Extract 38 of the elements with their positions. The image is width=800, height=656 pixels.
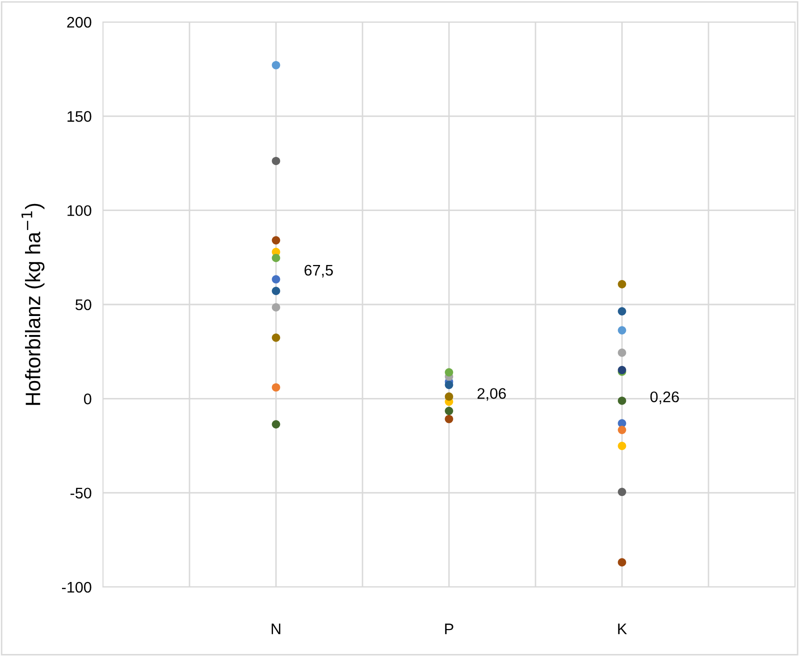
point bbox=[618, 396, 626, 405]
point bbox=[444, 414, 454, 424]
annotation: 2,06 bbox=[478, 388, 506, 401]
point bbox=[272, 275, 280, 284]
y-tick-label: -50 bbox=[70, 488, 92, 499]
y-tick-label: 50 bbox=[76, 299, 92, 310]
y-tick-label: 100 bbox=[68, 205, 92, 216]
point bbox=[272, 420, 280, 428]
point bbox=[618, 558, 626, 566]
point bbox=[272, 333, 280, 342]
point bbox=[272, 303, 280, 312]
y-tick-label: 150 bbox=[68, 111, 92, 122]
point bbox=[444, 406, 454, 416]
y-axis-title: Hoftorbilanz (kg ha$^{−1}$) bbox=[22, 204, 44, 405]
point bbox=[444, 380, 454, 390]
point bbox=[272, 254, 280, 262]
point bbox=[618, 280, 626, 288]
point bbox=[618, 426, 626, 434]
point bbox=[618, 348, 626, 357]
point bbox=[618, 488, 626, 496]
y-tick-label: 200 bbox=[67, 16, 92, 28]
y-tick-label: 0 bbox=[84, 394, 92, 404]
annotation: 67,5 bbox=[304, 264, 333, 278]
point bbox=[618, 307, 626, 316]
point bbox=[444, 368, 454, 376]
point bbox=[272, 236, 280, 244]
point bbox=[618, 442, 626, 450]
point bbox=[272, 286, 280, 296]
y-tick-label: -100 bbox=[62, 582, 92, 593]
x-tick-label: P bbox=[445, 624, 454, 634]
point bbox=[272, 156, 280, 166]
annotation: 0,26 bbox=[650, 391, 679, 404]
point bbox=[618, 326, 626, 334]
point bbox=[444, 392, 454, 401]
point bbox=[272, 383, 280, 392]
x-tick-label: K bbox=[618, 624, 627, 634]
point bbox=[272, 60, 280, 70]
x-tick-label: N bbox=[272, 624, 280, 634]
